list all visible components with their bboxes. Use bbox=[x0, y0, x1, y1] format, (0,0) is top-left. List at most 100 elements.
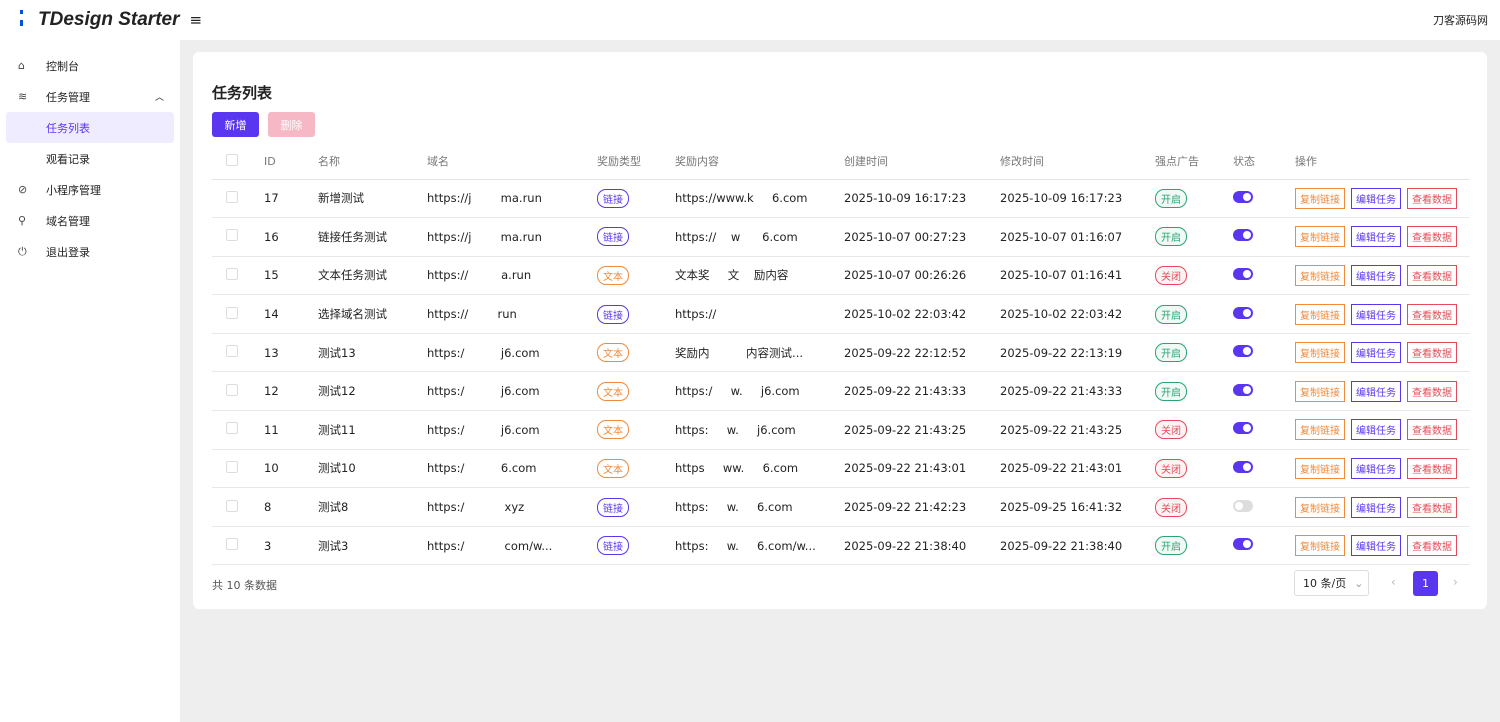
page-number[interactable]: 1 bbox=[1413, 571, 1438, 596]
ad-tag: 关闭 bbox=[1155, 497, 1187, 517]
reward-type-tag: 链接 bbox=[597, 497, 629, 517]
action-button[interactable]: 复制链接 bbox=[1295, 303, 1345, 325]
menu-item[interactable]: 观看记录 bbox=[46, 152, 90, 166]
cell: https:/ j6.com bbox=[426, 410, 596, 450]
menu-item[interactable]: 任务管理 ≋ ︿ bbox=[18, 90, 164, 104]
action-button[interactable]: 查看数据 bbox=[1407, 419, 1457, 441]
action-button[interactable]: 编辑任务 bbox=[1351, 187, 1401, 209]
action-button[interactable]: 查看数据 bbox=[1407, 264, 1457, 286]
action-button[interactable]: 查看数据 bbox=[1407, 457, 1457, 479]
action-button[interactable]: 编辑任务 bbox=[1351, 303, 1401, 325]
menu-toggle[interactable]: ≡ bbox=[189, 11, 203, 29]
switch-knob bbox=[1243, 269, 1251, 278]
status-switch[interactable] bbox=[1233, 499, 1253, 512]
column-header: 奖励类型 bbox=[596, 144, 674, 180]
checkbox[interactable] bbox=[226, 499, 238, 512]
column-header: ID bbox=[263, 144, 317, 180]
action-button[interactable]: 复制链接 bbox=[1295, 380, 1345, 402]
cell: 链接 bbox=[596, 179, 674, 219]
next-page[interactable]: › bbox=[1453, 575, 1458, 589]
switch-knob bbox=[1243, 308, 1251, 317]
page-size-select[interactable]: 10 条/页 ⌄ bbox=[1294, 570, 1369, 596]
action-button[interactable]: 查看数据 bbox=[1407, 226, 1457, 248]
table-row: 16 链接任务测试 https://j ma.run 链接 https:// w 6.c… bbox=[212, 217, 1470, 257]
menu-item[interactable]: 域名管理 ⚲ bbox=[18, 214, 90, 228]
cell: 测试12 bbox=[317, 371, 426, 412]
ad-tag: 关闭 bbox=[1155, 458, 1187, 478]
checkbox[interactable] bbox=[226, 460, 238, 473]
action-button[interactable]: 复制链接 bbox=[1295, 264, 1345, 286]
action-button[interactable]: 查看数据 bbox=[1407, 380, 1457, 402]
prev-page[interactable]: ‹ bbox=[1391, 575, 1396, 589]
action-button[interactable]: 复制链接 bbox=[1295, 419, 1345, 441]
status-switch[interactable] bbox=[1233, 229, 1253, 242]
checkbox[interactable] bbox=[226, 190, 238, 203]
status-switch[interactable] bbox=[1233, 538, 1253, 551]
action-button[interactable]: 复制链接 bbox=[1295, 457, 1345, 479]
status-switch[interactable] bbox=[1233, 306, 1253, 319]
cell: 复制链接 编辑任务 查看数据 bbox=[1294, 449, 1470, 489]
checkbox[interactable] bbox=[226, 153, 238, 166]
cell: 测试13 bbox=[317, 333, 426, 373]
action-button[interactable]: 查看数据 bbox=[1407, 535, 1457, 557]
action-button[interactable]: 查看数据 bbox=[1407, 342, 1457, 364]
action-button[interactable]: 编辑任务 bbox=[1351, 380, 1401, 402]
menu-item[interactable]: 小程序管理 ⊘ bbox=[18, 183, 101, 197]
checkbox[interactable] bbox=[226, 538, 238, 551]
action-button[interactable]: 查看数据 bbox=[1407, 303, 1457, 325]
action-button[interactable]: 复制链接 bbox=[1295, 187, 1345, 209]
cell bbox=[212, 487, 263, 527]
switch-knob bbox=[1243, 462, 1251, 471]
checkbox[interactable] bbox=[226, 345, 238, 358]
card: 任务列表 新增 删除 ID 名称 域名 奖励类型 奖励内容 创建时间 修改时间 强点广告 状态操… bbox=[193, 52, 1487, 609]
action-button[interactable]: 编辑任务 bbox=[1351, 457, 1401, 479]
action-button[interactable]: 编辑任务 bbox=[1351, 496, 1401, 518]
status-switch[interactable] bbox=[1233, 383, 1253, 396]
action-button[interactable]: 编辑任务 bbox=[1351, 264, 1401, 286]
cell: 链接 bbox=[596, 487, 674, 527]
checkbox[interactable] bbox=[226, 383, 238, 396]
table-row: 8 测试8 https:/ xyz 链接 https: w. 6.com 2025-09-… bbox=[212, 487, 1470, 527]
cell: https:// a.run bbox=[426, 256, 596, 296]
user-name[interactable]: 刀客源码网 bbox=[1433, 14, 1488, 27]
cell: 2025-09-22 21:43:25 bbox=[843, 410, 999, 450]
cell: 开启 bbox=[1154, 179, 1232, 219]
status-switch[interactable] bbox=[1233, 422, 1253, 435]
reward-type-tag: 链接 bbox=[597, 188, 629, 208]
checkbox[interactable] bbox=[226, 267, 238, 280]
cell: https:/ j6.com bbox=[426, 333, 596, 373]
column-header: 奖励内容 bbox=[674, 144, 843, 180]
checkbox[interactable] bbox=[226, 306, 238, 319]
checkbox[interactable] bbox=[226, 422, 238, 435]
action-button[interactable]: 编辑任务 bbox=[1351, 342, 1401, 364]
page-size: 10 条/页 bbox=[1303, 577, 1347, 590]
cell: 17 bbox=[263, 179, 317, 219]
cell: 复制链接 编辑任务 查看数据 bbox=[1294, 256, 1470, 296]
delete-button[interactable]: 删除 bbox=[268, 112, 315, 137]
status-switch[interactable] bbox=[1233, 345, 1253, 358]
cell: 开启 bbox=[1154, 526, 1232, 566]
cell bbox=[212, 179, 263, 219]
add-button[interactable]: 新增 bbox=[212, 112, 259, 137]
menu-item[interactable]: 退出登录 ⏻ bbox=[18, 244, 90, 259]
action-button[interactable]: 查看数据 bbox=[1407, 187, 1457, 209]
cell bbox=[1232, 294, 1294, 334]
status-switch[interactable] bbox=[1233, 267, 1253, 280]
task-table: ID 名称 域名 奖励类型 奖励内容 创建时间 修改时间 强点广告 状态 操作 17 新增测试 htt… bbox=[212, 144, 1470, 566]
cell bbox=[212, 410, 263, 450]
menu-item[interactable]: 任务列表 bbox=[6, 112, 174, 143]
checkbox[interactable] bbox=[226, 229, 238, 242]
action-button[interactable]: 查看数据 bbox=[1407, 496, 1457, 518]
column-header: 创建时间 bbox=[843, 144, 999, 180]
action-button[interactable]: 编辑任务 bbox=[1351, 419, 1401, 441]
action-button[interactable]: 复制链接 bbox=[1295, 496, 1345, 518]
status-switch[interactable] bbox=[1233, 190, 1253, 203]
action-button[interactable]: 编辑任务 bbox=[1351, 226, 1401, 248]
action-button[interactable]: 复制链接 bbox=[1295, 342, 1345, 364]
action-button[interactable]: 复制链接 bbox=[1295, 535, 1345, 557]
menu-item[interactable]: 控制台 ⌂ bbox=[18, 59, 79, 73]
action-button[interactable]: 编辑任务 bbox=[1351, 535, 1401, 557]
status-switch[interactable] bbox=[1233, 460, 1253, 473]
action-button[interactable]: 复制链接 bbox=[1295, 226, 1345, 248]
cell: 奖励内 内容测试... bbox=[674, 333, 843, 373]
